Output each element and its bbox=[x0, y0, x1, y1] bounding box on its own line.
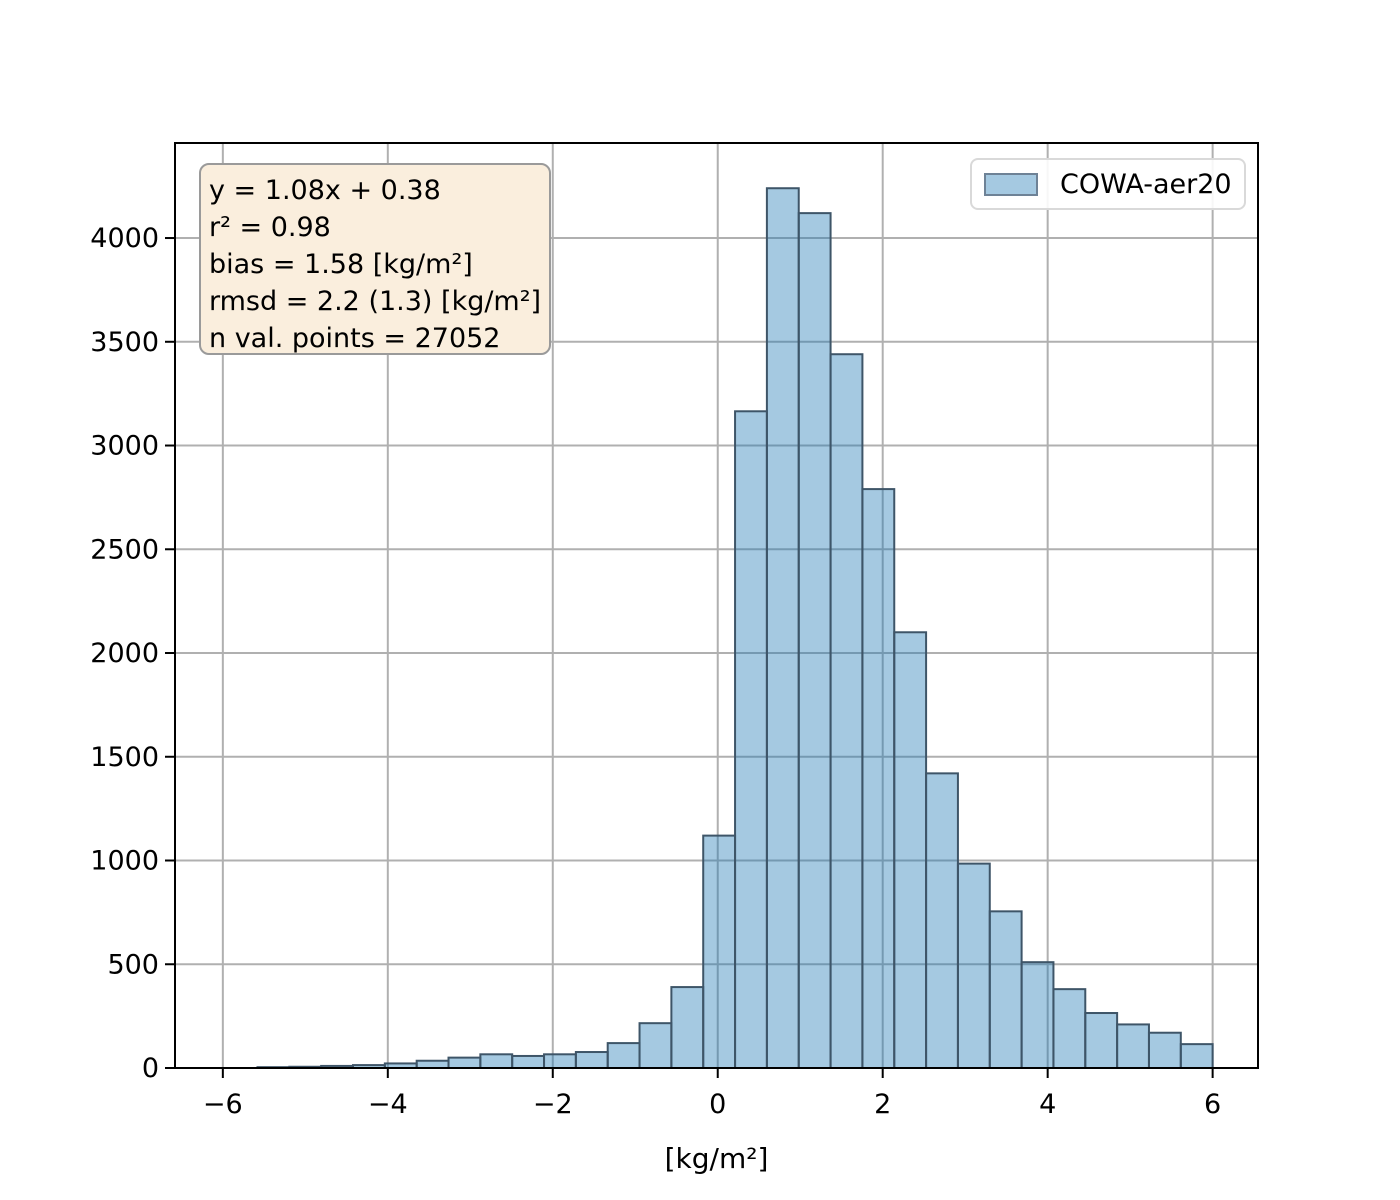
histogram-bar bbox=[893, 631, 928, 1069]
histogram-bar bbox=[829, 353, 864, 1070]
y-tick-label: 2000 bbox=[90, 638, 159, 669]
legend-label: COWA-aer20 bbox=[1060, 168, 1232, 200]
histogram-bar bbox=[988, 910, 1023, 1070]
histogram-bar bbox=[479, 1053, 514, 1070]
y-tick-label: 2500 bbox=[90, 534, 159, 565]
histogram-bar bbox=[447, 1056, 482, 1069]
stats-line-equation: y = 1.08x + 0.38 bbox=[209, 175, 441, 206]
histogram-bar bbox=[543, 1053, 577, 1070]
histogram-bar bbox=[670, 986, 705, 1069]
y-tick-label: 1500 bbox=[90, 742, 159, 773]
histogram-bar bbox=[702, 834, 737, 1069]
y-tick-label: 500 bbox=[107, 949, 159, 980]
histogram-bar bbox=[956, 862, 991, 1069]
histogram-bar bbox=[925, 772, 959, 1069]
x-tick-label: −2 bbox=[533, 1089, 573, 1120]
y-tick-label: 4000 bbox=[90, 223, 159, 254]
histogram-bar bbox=[1116, 1023, 1150, 1069]
histogram-bar bbox=[861, 488, 896, 1069]
x-axis-label: [kg/m²] bbox=[665, 1142, 769, 1175]
histogram-bar bbox=[1179, 1043, 1214, 1070]
histogram-bar bbox=[511, 1054, 546, 1069]
histogram-bar bbox=[1052, 988, 1087, 1069]
stats-box: y = 1.08x + 0.38 r² = 0.98 bias = 1.58 [… bbox=[199, 163, 551, 355]
x-tick-label: 4 bbox=[1039, 1089, 1056, 1120]
histogram-bar bbox=[1020, 961, 1055, 1070]
stats-line-n-points: n val. points = 27052 bbox=[209, 323, 501, 354]
histogram-bar bbox=[765, 187, 800, 1070]
histogram-bar bbox=[797, 212, 832, 1070]
x-tick-label: 2 bbox=[874, 1089, 891, 1120]
y-tick-label: 0 bbox=[142, 1053, 159, 1084]
y-tick-label: 1000 bbox=[90, 846, 159, 877]
histogram-bar bbox=[1147, 1031, 1182, 1069]
plot-border bbox=[174, 142, 1259, 1069]
y-tick-label: 3000 bbox=[90, 431, 159, 462]
histogram-bar bbox=[1084, 1012, 1119, 1070]
histogram-bar bbox=[734, 410, 768, 1069]
y-tick-label: 3500 bbox=[90, 327, 159, 358]
stats-line-rmsd: rmsd = 2.2 (1.3) [kg/m²] bbox=[209, 286, 542, 317]
x-tick-label: 6 bbox=[1204, 1089, 1221, 1120]
x-tick-label: 0 bbox=[709, 1089, 726, 1120]
legend: COWA-aer20 bbox=[970, 158, 1246, 210]
histogram-bar bbox=[415, 1059, 450, 1070]
histogram-bar bbox=[638, 1022, 673, 1070]
x-tick-label: −6 bbox=[203, 1089, 243, 1120]
legend-swatch-icon bbox=[984, 172, 1038, 196]
histogram-bar bbox=[606, 1042, 641, 1070]
x-tick-label: −4 bbox=[368, 1089, 408, 1120]
histogram-bar bbox=[574, 1051, 609, 1069]
stats-line-bias: bias = 1.58 [kg/m²] bbox=[209, 249, 473, 280]
stats-line-r-squared: r² = 0.98 bbox=[209, 212, 331, 243]
